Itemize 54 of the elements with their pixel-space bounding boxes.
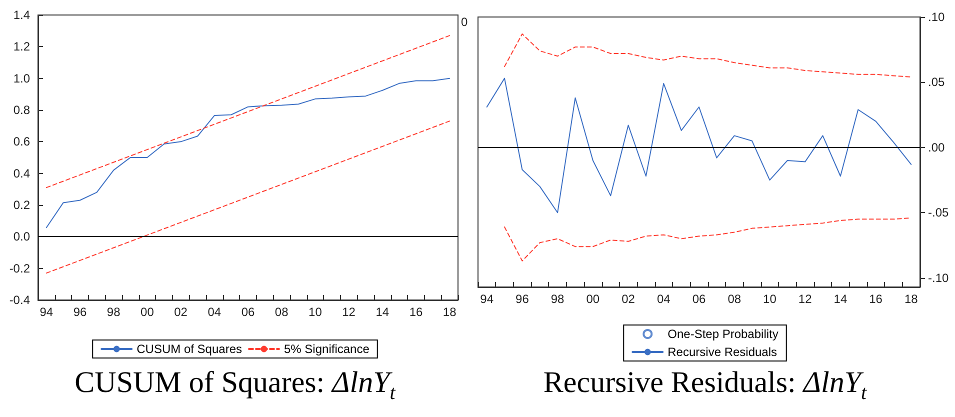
- y-tick-label: .00: [928, 140, 946, 154]
- x-tick-label: 10: [308, 305, 322, 319]
- text: Recursive Residuals: ΔlnY$_{t}$: [542, 366, 868, 405]
- y-tick-label: .05: [928, 75, 946, 90]
- x-tick-label: 96: [73, 305, 87, 319]
- x-tick-label: 94: [480, 292, 494, 306]
- x-tick-label: 06: [692, 292, 706, 306]
- x-tick-label: 96: [516, 292, 530, 306]
- x-tick-label: 12: [798, 292, 812, 306]
- legend-label: CUSUM of Squares: [136, 342, 242, 356]
- y-tick-label: -0.4: [9, 293, 30, 307]
- y-tick-label: 1.2: [13, 40, 30, 54]
- legend-label: One-Step Probability: [668, 327, 778, 341]
- x-tick-label: 98: [550, 292, 565, 306]
- y-tick-label: 0.8: [13, 103, 30, 117]
- x-tick-label: 94: [40, 305, 54, 319]
- x-tick-label: 18: [442, 305, 457, 319]
- line-series: [46, 78, 450, 228]
- x-tick-label: 00: [140, 305, 154, 319]
- x-tick-label: 16: [869, 292, 883, 306]
- x-tick-label: 02: [622, 292, 636, 306]
- x-tick-label: 14: [834, 292, 848, 306]
- y-tick-label: 0.4: [13, 166, 30, 180]
- y-tick-label: -.10: [928, 270, 950, 285]
- x-tick-label: 14: [376, 305, 390, 319]
- y-tick-label: 0.2: [13, 198, 30, 212]
- x-tick-label: 10: [763, 292, 777, 306]
- legend-label: Recursive Residuals: [668, 345, 778, 359]
- line-series: [46, 120, 450, 274]
- y-tick-label: 1.0: [13, 71, 30, 86]
- y-tick-label: -.05: [928, 206, 950, 220]
- text: 0: [461, 15, 468, 29]
- x-tick-label: 04: [208, 305, 222, 319]
- x-tick-label: 12: [342, 305, 356, 319]
- x-tick-label: 08: [274, 305, 289, 319]
- line-series: [504, 33, 912, 78]
- line-series: [486, 78, 912, 214]
- x-tick-label: 08: [728, 292, 742, 306]
- text: CUSUM of Squares: ΔlnY$_{t}$: [74, 366, 397, 405]
- x-tick-label: 04: [656, 292, 671, 306]
- y-tick-label: -0.2: [9, 261, 30, 276]
- x-tick-label: 18: [904, 292, 918, 306]
- x-tick-label: 02: [174, 305, 188, 319]
- y-tick-label: 0.6: [13, 134, 30, 149]
- y-tick-label: 0.0: [13, 230, 30, 244]
- line-series: [504, 217, 912, 262]
- x-tick-label: 00: [586, 292, 600, 306]
- line-series: [46, 35, 450, 188]
- y-tick-label: 1.4: [13, 8, 30, 22]
- y-tick-label: .10: [928, 10, 946, 24]
- x-tick-label: 98: [106, 305, 121, 319]
- legend-label: 5% Significance: [284, 342, 370, 356]
- x-tick-label: 06: [241, 305, 255, 319]
- x-tick-label: 16: [409, 305, 423, 319]
